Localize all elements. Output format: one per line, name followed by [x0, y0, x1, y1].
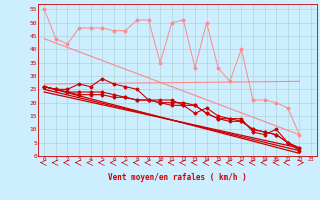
- X-axis label: Vent moyen/en rafales ( km/h ): Vent moyen/en rafales ( km/h ): [108, 174, 247, 182]
